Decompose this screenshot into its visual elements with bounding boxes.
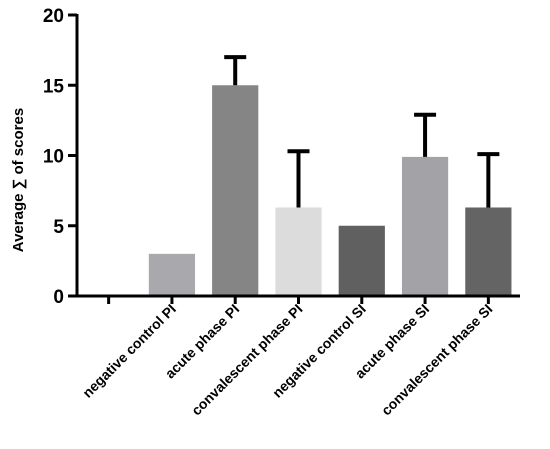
x-tick-label: convalescent phase SI — [378, 301, 496, 419]
bar — [148, 253, 196, 296]
bar — [338, 225, 385, 296]
error-bar-group — [224, 55, 500, 208]
y-tick-label: 10 — [43, 147, 64, 168]
bar — [465, 207, 512, 296]
y-axis-label: Average ∑ of scores — [10, 108, 27, 252]
y-tick-label: 0 — [53, 287, 64, 308]
y-tick-label: 15 — [43, 76, 65, 97]
y-tick-label: 5 — [53, 217, 64, 238]
bar — [212, 85, 259, 296]
bar-group — [148, 85, 512, 296]
y-tick-label: 20 — [43, 6, 64, 27]
bar — [275, 207, 322, 296]
y-tick-group: 0 5 10 15 20 — [43, 6, 77, 308]
bar — [401, 156, 449, 296]
x-tick-label: negative control PI — [79, 301, 179, 401]
x-tick-label: convalescent phase PI — [188, 301, 306, 419]
